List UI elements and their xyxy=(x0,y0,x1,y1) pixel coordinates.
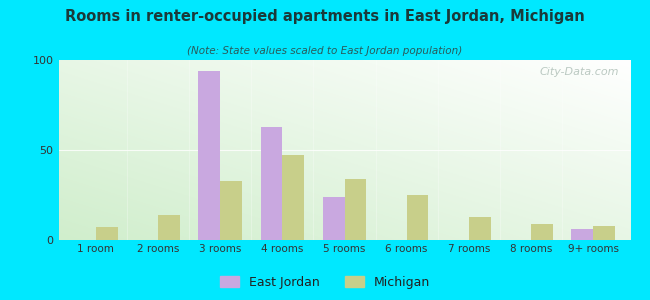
Text: Rooms in renter-occupied apartments in East Jordan, Michigan: Rooms in renter-occupied apartments in E… xyxy=(65,9,585,24)
Bar xyxy=(282,155,304,240)
Text: (Note: State values scaled to East Jordan population): (Note: State values scaled to East Jorda… xyxy=(187,46,463,56)
Bar xyxy=(571,229,593,240)
Bar xyxy=(261,127,282,240)
Bar xyxy=(531,224,552,240)
Bar xyxy=(344,179,366,240)
Bar xyxy=(407,195,428,240)
Bar xyxy=(220,181,242,240)
Bar xyxy=(593,226,615,240)
Bar xyxy=(469,217,491,240)
Bar xyxy=(198,71,220,240)
Bar xyxy=(158,215,180,240)
Bar xyxy=(323,197,345,240)
Bar xyxy=(96,227,118,240)
Text: City-Data.com: City-Data.com xyxy=(540,67,619,77)
Legend: East Jordan, Michigan: East Jordan, Michigan xyxy=(215,271,435,294)
